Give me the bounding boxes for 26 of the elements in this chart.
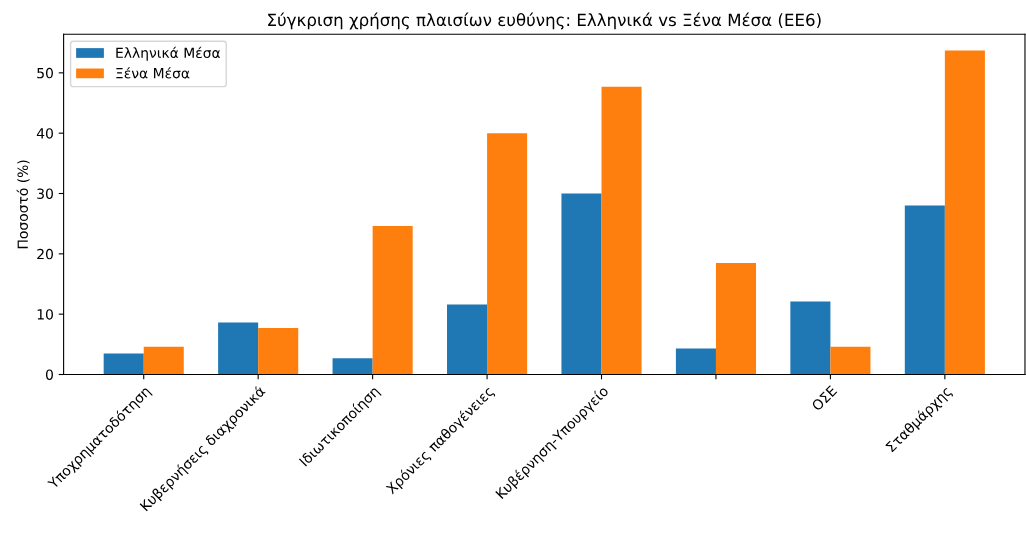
bar [675, 348, 716, 375]
legend-label: Ελληνικά Μέσα [116, 46, 221, 61]
bar [904, 205, 945, 375]
bar [830, 346, 871, 375]
chart-title: Σύγκριση χρήσης πλαισίων ευθύνης: Ελληνικά vs Ξένα Μέσα (ΕΕ6) [268, 12, 821, 30]
y-tick-label: 40 [36, 128, 53, 139]
bar [790, 301, 831, 375]
bar [143, 346, 184, 375]
bar [447, 304, 488, 375]
y-tick-label: 30 [37, 188, 53, 199]
bar [715, 262, 757, 375]
bar [944, 50, 985, 375]
bar [103, 353, 144, 375]
legend-label: Ξένα Μέσα [116, 67, 190, 79]
bar [372, 226, 413, 375]
y-tick-label: 20 [37, 248, 53, 260]
y-tick-label: 0 [45, 369, 53, 380]
bar [218, 322, 259, 375]
bar [561, 193, 602, 375]
bar [332, 358, 373, 375]
y-axis-title: Ποσοστό (%) [16, 160, 30, 249]
bar [258, 328, 299, 375]
y-tick-label: 50 [37, 67, 53, 79]
y-tick-label: 10 [37, 309, 53, 320]
bar [487, 133, 528, 375]
bar [601, 86, 642, 375]
